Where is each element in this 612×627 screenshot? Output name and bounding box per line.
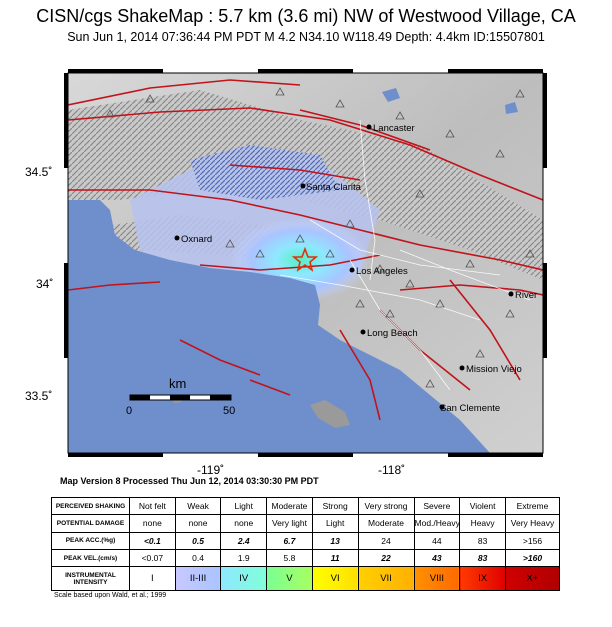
- scale-bar: km 0 50: [126, 376, 235, 417]
- legend-row-intensity: INSTRUMENTAL INTENSITY I II-III IV V VI …: [51, 566, 560, 591]
- legend-cell: 83: [459, 548, 506, 568]
- shakemap: Lancaster Santa Clarita Oxnard Los Angel…: [25, 69, 547, 477]
- frame-ticks: [64, 69, 547, 457]
- intensity-legend: PERCEIVED SHAKING Not felt Weak Light Mo…: [51, 496, 560, 591]
- scale-start: 0: [126, 405, 132, 417]
- legend-cell: Very strong: [357, 496, 415, 516]
- intensity-cell: IV: [220, 566, 268, 591]
- row-header-intensity: INSTRUMENTAL INTENSITY: [51, 566, 130, 591]
- lat-tick-34: 34˚: [36, 277, 53, 291]
- row-header-damage: POTENTIAL DAMAGE: [51, 514, 130, 533]
- legend-cell: Strong: [311, 496, 359, 516]
- legend-cell: 6.7: [266, 531, 313, 550]
- legend-cell: 0.4: [174, 548, 222, 568]
- intensity-cell: VIII: [413, 566, 461, 591]
- legend-cell: 11: [311, 548, 359, 568]
- legend-row-damage: POTENTIAL DAMAGE none none none Very lig…: [51, 514, 560, 533]
- city-lancaster: Lancaster: [373, 123, 415, 134]
- city-mission-viejo: Mission Viejo: [466, 364, 522, 375]
- legend-cell: <0.1: [129, 531, 176, 550]
- city-santa-clarita: Santa Clarita: [306, 182, 362, 193]
- legend-cell: 24: [357, 531, 415, 550]
- lat-tick-33-5: 33.5˚: [25, 389, 52, 403]
- map-version: Map Version 8 Processed Thu Jun 12, 2014…: [60, 476, 319, 486]
- lake: [505, 102, 518, 114]
- legend-row-shaking: PERCEIVED SHAKING Not felt Weak Light Mo…: [51, 496, 560, 516]
- legend-cell: Moderate: [266, 496, 313, 516]
- legend-cell: Extreme: [505, 496, 560, 516]
- city-long-beach: Long Beach: [367, 328, 418, 339]
- legend-cell: none: [129, 514, 176, 533]
- legend-cell: 43: [413, 548, 461, 568]
- lat-tick-34-5: 34.5˚: [25, 165, 52, 179]
- legend-cell: Light: [311, 514, 359, 533]
- intensity-cell: VII: [357, 566, 415, 591]
- legend-cell: 0.5: [174, 531, 222, 550]
- legend-cell: Very Heavy: [505, 514, 560, 533]
- intensity-cell: X+: [505, 566, 560, 591]
- city-riverside: River: [515, 290, 537, 301]
- legend-cell: 5.8: [266, 548, 313, 568]
- epicenter-star: [291, 246, 319, 272]
- scale-end: 50: [223, 405, 235, 417]
- legend-cell: Not felt: [129, 496, 176, 516]
- row-header-vel: PEAK VEL.(cm/s): [51, 548, 130, 568]
- lake: [382, 88, 400, 102]
- roads: [279, 119, 531, 391]
- ocean: [68, 200, 490, 453]
- scale-unit: km: [169, 376, 186, 391]
- row-header-shaking: PERCEIVED SHAKING: [51, 496, 130, 516]
- legend-cell: 44: [413, 531, 461, 550]
- legend-cell: 13: [311, 531, 359, 550]
- legend-cell: 1.9: [220, 548, 268, 568]
- scale-credit: Scale based upon Wald, et al.; 1999: [54, 592, 167, 599]
- legend-cell: 2.4: [220, 531, 268, 550]
- intensity-cell: V: [266, 566, 313, 591]
- legend-cell: Moderate: [357, 514, 415, 533]
- event-details: Sun Jun 1, 2014 07:36:44 PM PDT M 4.2 N3…: [67, 30, 545, 44]
- legend-cell: none: [174, 514, 222, 533]
- city-los-angeles: Los Angeles: [356, 266, 408, 277]
- row-header-acc: PEAK ACC.(%g): [51, 531, 130, 550]
- legend-cell: Mod./Heavy: [413, 514, 461, 533]
- intensity-cell: VI: [311, 566, 359, 591]
- lon-tick-119: -119˚: [197, 463, 224, 477]
- legend-cell: Weak: [174, 496, 222, 516]
- lon-tick-118: -118˚: [378, 463, 405, 477]
- intensity-cell: I: [129, 566, 176, 591]
- legend-cell: 83: [459, 531, 506, 550]
- legend-cell: <0.07: [129, 548, 176, 568]
- stations: [105, 87, 535, 388]
- city-san-clemente: San Clemente: [440, 403, 500, 414]
- legend-cell: 22: [357, 548, 415, 568]
- legend-cell: none: [220, 514, 268, 533]
- legend-cell: Light: [220, 496, 268, 516]
- legend-cell: >160: [505, 548, 560, 568]
- legend-cell: Heavy: [459, 514, 506, 533]
- legend-cell: Severe: [413, 496, 461, 516]
- legend-row-vel: PEAK VEL.(cm/s) <0.07 0.4 1.9 5.8 11 22 …: [51, 548, 560, 568]
- catalina-island: [310, 400, 350, 428]
- legend-cell: Very light: [266, 514, 313, 533]
- legend-cell: >156: [505, 531, 560, 550]
- intensity-cell: IX: [459, 566, 506, 591]
- intensity-cell: II-III: [174, 566, 222, 591]
- city-oxnard: Oxnard: [181, 234, 212, 245]
- map-title: CISN/cgs ShakeMap : 5.7 km (3.6 mi) NW o…: [36, 6, 576, 26]
- legend-cell: Violent: [459, 496, 506, 516]
- legend-row-acc: PEAK ACC.(%g) <0.1 0.5 2.4 6.7 13 24 44 …: [51, 531, 560, 550]
- city-markers: [174, 124, 514, 410]
